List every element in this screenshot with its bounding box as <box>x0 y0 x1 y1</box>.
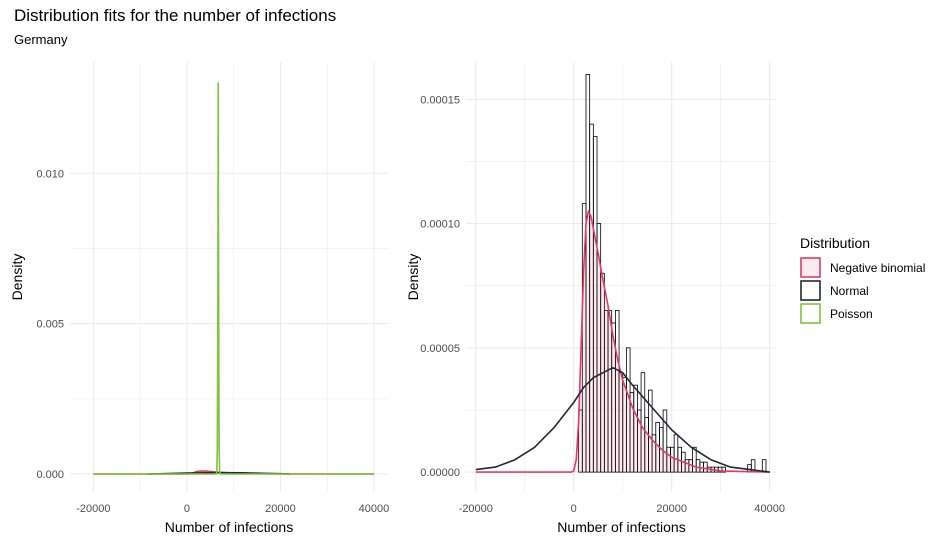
x-tick-label: -20000 <box>459 503 493 515</box>
x-tick-label: 20000 <box>265 503 296 515</box>
y-tick-label: 0.00005 <box>420 343 460 355</box>
legend-label: Poisson <box>830 307 873 321</box>
panel-left: -20000 0 20000 40000 0.000 0.005 0.010 Number o… <box>9 62 389 535</box>
legend-key-poisson <box>800 303 821 324</box>
x-axis-label: Number of infections <box>557 519 685 535</box>
y-tick-label: 0.010 <box>36 168 64 180</box>
x-tick-label: 0 <box>184 503 190 515</box>
histogram-bar <box>721 466 726 473</box>
series-line-poisson <box>93 82 374 475</box>
x-tick-label: 40000 <box>359 503 390 515</box>
y-tick-label: 0.00000 <box>420 467 460 479</box>
y-axis-label: Density <box>405 254 421 301</box>
y-tick-label: 0.00015 <box>420 94 460 106</box>
legend-key-normal <box>800 280 821 301</box>
chart-title: Distribution fits for the number of infe… <box>14 6 337 25</box>
series-line-normal <box>475 366 770 473</box>
legend-key-negbin <box>800 257 821 278</box>
histogram-bar <box>662 409 668 473</box>
x-tick-label: 40000 <box>754 503 785 515</box>
x-tick-label: 20000 <box>656 503 687 515</box>
x-axis-label: Number of infections <box>165 519 293 535</box>
y-tick-label: 0.00010 <box>420 219 460 231</box>
legend-label: Negative binomial <box>830 261 925 275</box>
histogram-bar <box>761 459 767 473</box>
series-line-negbin <box>475 210 770 473</box>
panel-right: -20000 0 20000 40000 0.00000 0.00005 0.00010 0.… <box>405 62 785 535</box>
y-tick-label: 0.005 <box>36 319 64 331</box>
legend: Distribution Negative binomial Normal Poiss… <box>800 235 925 324</box>
legend-title: Distribution <box>800 235 870 251</box>
x-tick-label: -20000 <box>76 503 110 515</box>
legend-label: Normal <box>830 284 869 298</box>
y-tick-label: 0.000 <box>36 469 64 481</box>
chart-subtitle: Germany <box>14 32 68 47</box>
series-area-negbin <box>475 211 770 473</box>
x-tick-label: 0 <box>571 503 577 515</box>
y-axis-label: Density <box>9 254 25 301</box>
histogram-bar <box>648 389 653 473</box>
